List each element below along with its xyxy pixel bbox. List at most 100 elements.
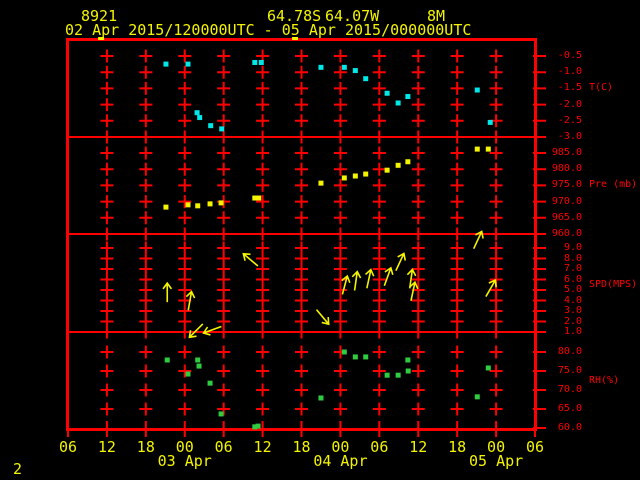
wind-arrow bbox=[188, 323, 204, 339]
grid-crosses bbox=[67, 49, 546, 437]
y-tick-label-humidity: 75.0 bbox=[557, 365, 582, 376]
temperature-point bbox=[194, 110, 200, 116]
y-tick-label-wind: 4.0 bbox=[563, 294, 582, 306]
wind-arrow bbox=[202, 325, 222, 336]
station-elevation: 8M bbox=[427, 7, 446, 25]
temperature-point bbox=[341, 64, 347, 70]
x-tick-label: 12 bbox=[97, 438, 116, 456]
pressure-point bbox=[207, 201, 213, 207]
panel-ylabel-temperature: T(C) bbox=[589, 82, 614, 94]
wind-arrow bbox=[409, 280, 419, 301]
temperature-point bbox=[487, 119, 493, 125]
pressure-point bbox=[485, 146, 491, 152]
x-tick-label: 06 bbox=[525, 438, 545, 456]
y-tick-label-temperature: -1.0 bbox=[557, 66, 582, 78]
y-tick-label-wind: 8.0 bbox=[563, 252, 582, 264]
temperature-point bbox=[219, 126, 225, 132]
y-tick-label-pressure: 965.0 bbox=[551, 211, 582, 223]
temperature-point bbox=[384, 90, 390, 96]
humidity-point bbox=[218, 411, 224, 417]
x-tick-label: 18 bbox=[292, 438, 311, 456]
pressure-point bbox=[352, 173, 358, 179]
x-tick-label: 00 bbox=[331, 438, 350, 456]
temperature-point bbox=[405, 94, 411, 99]
x-tick-label: 12 bbox=[253, 438, 272, 456]
y-tick-label-humidity: 65.0 bbox=[557, 403, 582, 414]
wind-arrow bbox=[485, 278, 497, 297]
date-label: 03 Apr bbox=[157, 452, 212, 470]
humidity-point bbox=[255, 423, 261, 429]
station-latitude: 64.78S bbox=[267, 7, 322, 25]
y-tick-label-pressure: 970.0 bbox=[551, 195, 582, 207]
pressure-point bbox=[474, 146, 480, 152]
wind-arrow bbox=[315, 309, 330, 326]
x-tick-label: 00 bbox=[175, 438, 194, 456]
date-label: 05 Apr bbox=[468, 452, 524, 470]
humidity-point bbox=[405, 368, 411, 374]
humidity-point bbox=[195, 357, 201, 363]
x-tick-label: 00 bbox=[487, 438, 506, 456]
pressure-point bbox=[163, 204, 169, 210]
pressure-point bbox=[384, 167, 390, 173]
temperature-point bbox=[252, 59, 258, 65]
wind-arrow bbox=[395, 252, 407, 272]
y-tick-label-pressure: 960.0 bbox=[551, 228, 582, 239]
humidity-point bbox=[196, 363, 202, 369]
wind-arrow bbox=[185, 290, 196, 311]
humidity-point bbox=[485, 365, 491, 371]
date-label: 04 Apr bbox=[313, 452, 368, 470]
panel-ylabel-humidity: RH(%) bbox=[589, 374, 620, 386]
temperature-point bbox=[474, 87, 480, 93]
humidity-point bbox=[474, 394, 480, 400]
y-tick-label-temperature: -0.5 bbox=[557, 50, 582, 61]
wind-arrow bbox=[341, 274, 351, 295]
pressure-point bbox=[195, 203, 201, 209]
y-tick-label-pressure: 985.0 bbox=[551, 147, 582, 158]
pressure-point bbox=[363, 171, 369, 177]
wind-arrow bbox=[406, 268, 417, 289]
time-range-title: 02 Apr 2015/120000UTC - 05 Apr 2015/0000… bbox=[65, 21, 472, 39]
humidity-point bbox=[252, 424, 258, 430]
pressure-point bbox=[395, 162, 401, 168]
y-tick-label-wind: 7.0 bbox=[563, 263, 582, 274]
pressure-point bbox=[405, 159, 411, 165]
temperature-point bbox=[318, 64, 324, 70]
humidity-point bbox=[341, 349, 347, 355]
station-id: 8921 bbox=[81, 7, 118, 25]
pressure-point bbox=[252, 195, 258, 201]
clipped-mark bbox=[292, 37, 299, 40]
humidity-point bbox=[352, 354, 358, 360]
humidity-point bbox=[395, 372, 401, 378]
temperature-point bbox=[208, 123, 214, 129]
y-tick-label-wind: 9.0 bbox=[563, 242, 582, 253]
humidity-point bbox=[405, 357, 411, 363]
pressure-point bbox=[218, 200, 224, 206]
y-tick-label-wind: 3.0 bbox=[563, 305, 582, 316]
pressure-point bbox=[185, 202, 191, 208]
temperature-point bbox=[363, 76, 369, 82]
pressure-point bbox=[256, 195, 262, 201]
y-tick-label-wind: 5.0 bbox=[563, 284, 582, 295]
y-tick-label-temperature: -1.5 bbox=[557, 82, 582, 94]
y-tick-label-wind: 2.0 bbox=[563, 315, 582, 327]
panel-ylabel-pressure: Pre (mb) bbox=[589, 179, 638, 191]
temperature-point bbox=[395, 100, 401, 106]
y-tick-label-temperature: -2.0 bbox=[557, 98, 582, 110]
panel-ylabel-wind: SPD(MPS) bbox=[589, 278, 638, 290]
x-tick-label: 12 bbox=[409, 438, 428, 456]
temperature-point bbox=[258, 59, 264, 65]
x-tick-label: 06 bbox=[214, 438, 233, 456]
y-tick-label-pressure: 980.0 bbox=[551, 163, 582, 175]
temperature-point bbox=[352, 68, 358, 74]
station-longitude: 64.07W bbox=[325, 7, 380, 25]
humidity-point bbox=[207, 380, 213, 386]
y-tick-label-humidity: 70.0 bbox=[557, 384, 582, 395]
x-tick-label: 06 bbox=[58, 438, 78, 456]
wind-arrow bbox=[383, 266, 394, 287]
pressure-point bbox=[341, 175, 347, 181]
y-tick-label-temperature: -3.0 bbox=[557, 131, 582, 142]
wind-arrow bbox=[162, 281, 173, 303]
wind-arrow bbox=[351, 270, 362, 291]
